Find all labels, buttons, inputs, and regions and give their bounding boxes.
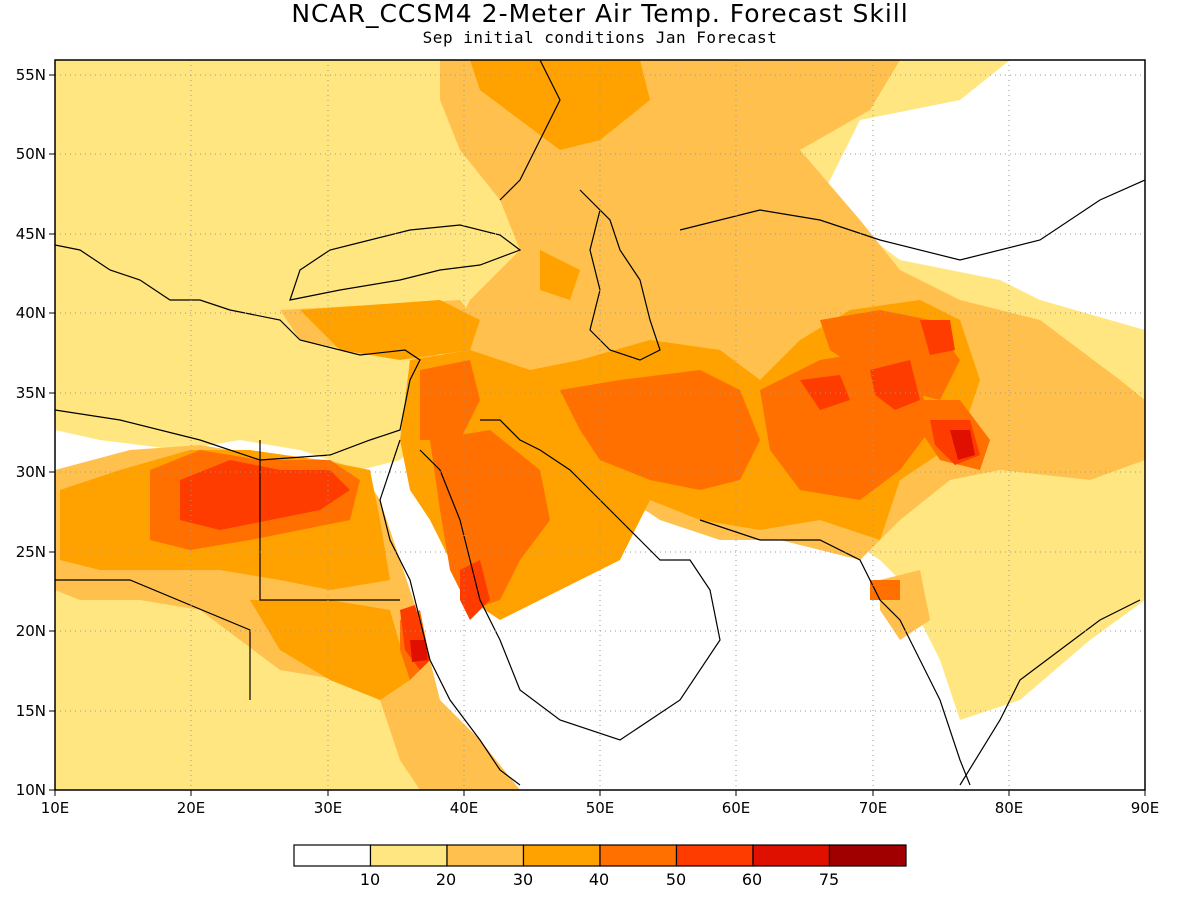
colorbar-box [599, 844, 678, 867]
colorbar-label: 50 [666, 870, 686, 889]
lat-label: 35N [16, 384, 46, 402]
lat-label: 45N [16, 225, 46, 243]
colorbar-box [522, 844, 601, 867]
colorbar-label: 75 [819, 870, 839, 889]
lat-label: 10N [16, 781, 46, 799]
lat-label: 40N [16, 304, 46, 322]
colorbar-box [828, 844, 907, 867]
lat-label: 20N [16, 622, 46, 640]
lon-label: 70E [859, 799, 888, 817]
lon-label: 50E [586, 799, 615, 817]
lat-label: 30N [16, 463, 46, 481]
gridlines [55, 60, 1145, 790]
colorbar-box [752, 844, 831, 867]
latitude-labels: 55N 50N 45N 40N 35N 30N 25N 20N 15N 10N [16, 66, 46, 799]
lon-label: 30E [314, 799, 343, 817]
colorbar-labels: 10 20 30 40 50 60 75 [360, 870, 839, 889]
lat-label: 25N [16, 543, 46, 561]
map-title: NCAR_CCSM4 2-Meter Air Temp. Forecast Sk… [291, 0, 909, 28]
longitude-labels: 10E 20E 30E 40E 50E 60E 70E 80E 90E [41, 799, 1160, 817]
lat-label: 50N [16, 145, 46, 163]
lon-label: 60E [722, 799, 751, 817]
lat-label: 55N [16, 66, 46, 84]
map-subtitle: Sep initial conditions Jan Forecast [422, 28, 778, 47]
colorbar-label: 10 [360, 870, 380, 889]
skill-band-60-75 [410, 430, 975, 662]
colorbar: 10 20 30 40 50 60 75 [293, 844, 907, 889]
lon-label: 80E [995, 799, 1024, 817]
colorbar-box [675, 844, 754, 867]
lon-label: 10E [41, 799, 70, 817]
lat-label: 15N [16, 702, 46, 720]
colorbar-label: 20 [436, 870, 456, 889]
coastlines [55, 60, 1145, 786]
tick-marks [49, 74, 1146, 796]
colorbar-box [369, 844, 448, 867]
skill-band-50-60 [180, 320, 980, 670]
colorbar-label: 60 [742, 870, 762, 889]
colorbar-label: 30 [513, 870, 533, 889]
lon-label: 20E [177, 799, 206, 817]
lon-label: 40E [450, 799, 479, 817]
colorbar-box [446, 844, 525, 867]
colorbar-box [293, 844, 372, 867]
colorbar-boxes [293, 844, 907, 867]
lon-label: 90E [1131, 799, 1160, 817]
colorbar-label: 40 [589, 870, 609, 889]
